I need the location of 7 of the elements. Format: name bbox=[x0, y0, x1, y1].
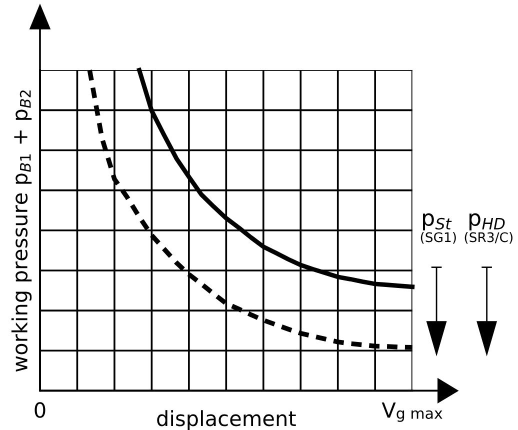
y-axis-title: working pressure p$_{B1}$ + p$_{B2}$ bbox=[11, 90, 32, 372]
x-tick-label: 0 bbox=[34, 402, 46, 418]
text: p$_{St}$ bbox=[422, 213, 452, 230]
text: (SR3/C) bbox=[464, 232, 512, 244]
text: (SG1) bbox=[420, 232, 456, 244]
x-axis-title: displacement bbox=[157, 410, 296, 430]
text: p$_{HD}$ bbox=[469, 213, 505, 230]
